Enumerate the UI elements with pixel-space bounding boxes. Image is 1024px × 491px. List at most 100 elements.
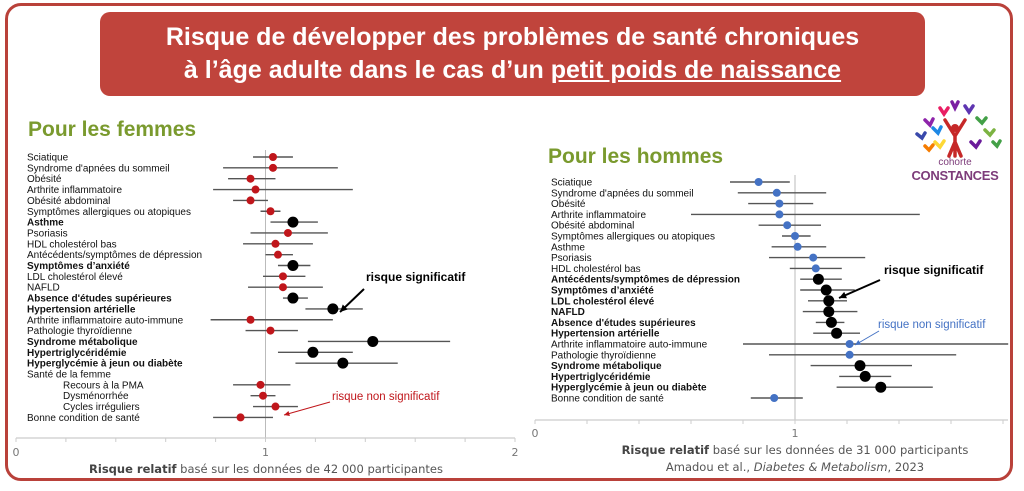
men-row-label: Absence d'études supérieures — [551, 318, 696, 329]
women-row-label: HDL cholestérol bas — [27, 239, 117, 250]
women-heading: Pour les femmes — [28, 118, 197, 141]
women-point — [266, 207, 275, 216]
women-row: Hyperglycémie à jeun ou diabète — [27, 357, 398, 370]
women-point — [236, 413, 245, 422]
men-arrowhead-icon — [855, 340, 861, 345]
women-point — [367, 335, 379, 347]
women-row-label: Arthrite inflammatoire — [27, 185, 122, 196]
women-point — [251, 185, 260, 194]
women-point — [246, 174, 255, 183]
men-point — [770, 394, 779, 402]
men-point — [823, 295, 835, 307]
women-row: Sciatique — [27, 153, 293, 164]
women-row-label: Sciatique — [27, 153, 69, 164]
women-row: Hypertriglycéridémie — [27, 346, 353, 359]
women-row-label: Syndrome métabolique — [27, 337, 138, 348]
women-row-label: Cycles irréguliers — [63, 402, 140, 413]
women-point — [327, 303, 339, 315]
men-row: Asthme — [551, 242, 827, 253]
women-row: Recours à la PMA — [63, 380, 291, 391]
women-point — [287, 260, 299, 271]
men-point — [854, 360, 866, 372]
women-x-tick-label: 2 — [512, 446, 519, 459]
women-row-label: LDL cholestérol élevé — [27, 272, 123, 283]
men-point — [820, 284, 832, 296]
women-row-label: Syndrome d'apnées du sommeil — [27, 163, 170, 174]
women-arrowhead-icon — [340, 304, 348, 312]
men-row: Symptômes d’anxiété — [551, 284, 855, 297]
women-row: Hypertension artérielle — [27, 303, 363, 315]
women-row-label: Symptômes d’anxiété — [27, 261, 130, 272]
men-row: Obésité — [551, 199, 814, 210]
women-row-label: Obésité — [27, 174, 62, 185]
citation: Amadou et al., Diabetes & Metabolism, 20… — [545, 460, 1024, 474]
men-row-label: Syndrome métabolique — [551, 361, 662, 372]
men-point — [845, 350, 854, 359]
men-point — [783, 221, 792, 230]
women-point — [271, 402, 280, 411]
men-heading: Pour les hommes — [548, 145, 724, 168]
men-row-label: Hyperglycémie à jeun ou diabète — [551, 383, 707, 394]
women-row: Bonne condition de santé — [27, 413, 273, 424]
women-row-label: Arthrite inflammatoire auto-immune — [27, 315, 184, 326]
men-row: Hypertension artérielle — [551, 327, 860, 340]
women-arrowhead-icon — [284, 411, 290, 417]
women-point — [278, 272, 287, 281]
men-row-label: Pathologie thyroïdienne — [551, 350, 657, 361]
men-row: Antécédents/symptômes de dépression — [551, 273, 842, 286]
women-row: Obésité abdominal — [27, 196, 268, 207]
women-row-label: Obésité abdominal — [27, 196, 110, 207]
men-row: Syndrome d'apnées du sommeil — [551, 188, 827, 199]
women-annotation-non-significant: risque non significatif — [332, 391, 440, 403]
women-point — [337, 357, 349, 369]
men-row-label: Sciatique — [551, 178, 593, 189]
women-row-label: Recours à la PMA — [63, 380, 144, 391]
logo-text-constances: CONSTANCES — [911, 168, 999, 183]
men-annotation-significant: risque significatif — [884, 263, 984, 277]
men-point — [845, 340, 854, 348]
men-row: Symptômes allergiques ou atopiques — [551, 232, 811, 243]
title-line-1: Risque de développer des problèmes de sa… — [165, 23, 860, 51]
men-row: Obésité abdominal — [551, 221, 821, 232]
women-row-label: Hyperglycémie à jeun ou diabète — [27, 359, 183, 370]
women-x-tick-label: 1 — [262, 446, 269, 459]
men-point — [859, 370, 871, 382]
men-point — [772, 188, 781, 197]
women-row: Santé de la femme — [27, 370, 111, 381]
women-row: Cycles irréguliers — [63, 402, 298, 413]
women-point — [259, 391, 268, 400]
title-line-2: à l’âge adulte dans le cas d’un petit po… — [100, 54, 925, 87]
title-line-2-prefix: à l’âge adulte dans le cas d’un — [183, 56, 551, 84]
men-row: Psoriasis — [551, 253, 866, 264]
women-row: Syndrome d'apnées du sommeil — [27, 163, 338, 174]
constances-logo: cohorte CONSTANCES — [905, 98, 1005, 188]
men-xlabel-bold: Risque relatif — [621, 443, 710, 457]
women-row-label: Symptômes allergiques ou atopiques — [27, 207, 191, 218]
women-xlabel-bold: Risque relatif — [89, 462, 177, 476]
women-row: Dysménorrhée — [63, 391, 276, 402]
citation-prefix: Amadou et al., — [665, 460, 754, 474]
men-point — [812, 273, 824, 285]
logo-text-cohorte: cohorte — [938, 157, 972, 168]
men-arrowhead-icon — [839, 291, 847, 299]
men-row-label: Syndrome d'apnées du sommeil — [551, 188, 694, 199]
men-row: Bonne condition de santé — [551, 394, 803, 405]
women-row: Pathologie thyroïdienne — [27, 326, 298, 337]
men-point — [775, 199, 784, 208]
women-row: Symptômes d’anxiété — [27, 260, 311, 272]
women-row: Syndrome métabolique — [27, 335, 451, 348]
men-row-label: Obésité abdominal — [551, 221, 634, 232]
men-point — [823, 306, 835, 318]
women-row-label: Hypertriglycéridémie — [27, 348, 127, 359]
men-point — [811, 264, 820, 273]
women-point — [278, 283, 287, 292]
women-row-label: Absence d'études supérieures — [27, 294, 172, 305]
women-point — [287, 292, 299, 304]
men-row-label: Psoriasis — [551, 253, 592, 264]
women-row-label: Asthme — [27, 218, 64, 229]
men-point — [875, 381, 887, 393]
women-row-label: Pathologie thyroïdienne — [27, 326, 133, 337]
